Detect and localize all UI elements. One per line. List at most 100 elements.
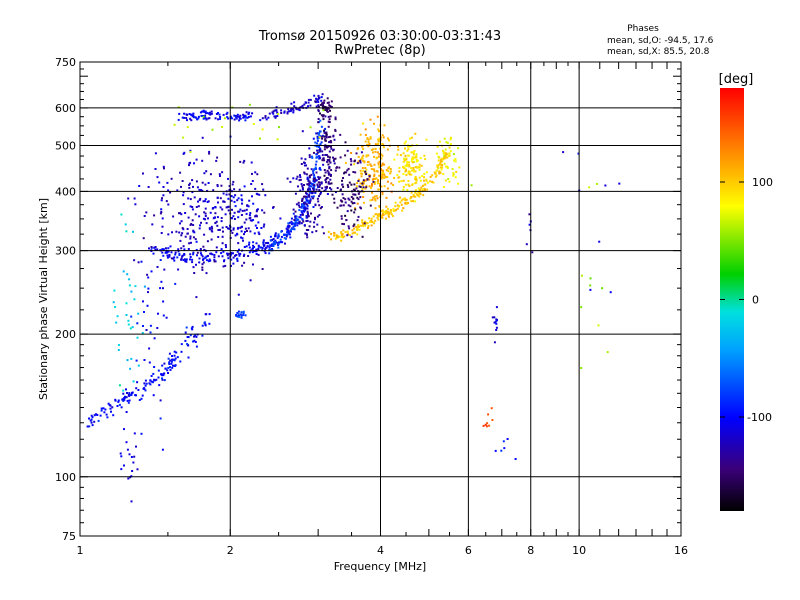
data-point bbox=[204, 218, 207, 221]
data-point bbox=[317, 105, 320, 108]
data-point bbox=[381, 212, 384, 215]
data-point bbox=[264, 194, 267, 197]
data-point bbox=[314, 141, 317, 144]
data-point bbox=[315, 97, 317, 100]
data-point bbox=[328, 141, 331, 144]
data-point bbox=[301, 185, 304, 188]
data-point bbox=[199, 248, 202, 250]
data-point bbox=[210, 238, 213, 241]
data-point bbox=[353, 202, 356, 204]
data-point bbox=[440, 158, 443, 161]
data-point bbox=[381, 143, 384, 145]
data-point bbox=[373, 173, 376, 176]
x-tick-label: 4 bbox=[377, 544, 384, 557]
data-point bbox=[330, 232, 333, 235]
data-point bbox=[225, 226, 228, 228]
data-point bbox=[90, 418, 93, 421]
data-point bbox=[329, 115, 332, 118]
data-point bbox=[423, 179, 425, 182]
data-point bbox=[366, 161, 369, 164]
data-point bbox=[344, 201, 347, 204]
data-point bbox=[353, 189, 356, 192]
data-point bbox=[323, 169, 326, 171]
data-point bbox=[167, 357, 170, 360]
data-point bbox=[295, 177, 298, 180]
data-point bbox=[210, 110, 213, 113]
data-point bbox=[247, 113, 250, 115]
data-point bbox=[326, 169, 329, 172]
data-point bbox=[373, 182, 376, 185]
data-point bbox=[274, 116, 277, 119]
data-point bbox=[308, 225, 311, 228]
data-point bbox=[161, 364, 164, 367]
data-point bbox=[189, 237, 192, 240]
data-point bbox=[308, 201, 311, 204]
data-point bbox=[449, 150, 452, 153]
data-point bbox=[271, 111, 274, 114]
data-point bbox=[362, 179, 365, 182]
data-point bbox=[262, 241, 265, 244]
data-point bbox=[398, 180, 401, 183]
data-point bbox=[184, 339, 187, 342]
data-point bbox=[287, 222, 290, 225]
data-point bbox=[194, 341, 197, 343]
data-point bbox=[122, 392, 125, 395]
data-point bbox=[377, 215, 380, 218]
data-point bbox=[251, 251, 254, 254]
data-point bbox=[170, 358, 173, 361]
data-point bbox=[348, 227, 351, 230]
data-point bbox=[163, 167, 165, 170]
data-point bbox=[577, 152, 580, 155]
data-point bbox=[371, 198, 374, 201]
data-point bbox=[312, 189, 315, 192]
data-point bbox=[248, 214, 251, 217]
data-point bbox=[415, 193, 418, 196]
data-point bbox=[296, 224, 299, 227]
data-point bbox=[407, 180, 410, 182]
data-point bbox=[385, 169, 388, 172]
data-point bbox=[202, 200, 205, 203]
x-tick-labels: 1 2 4 6 8 10 16 bbox=[77, 544, 689, 557]
data-point bbox=[146, 304, 149, 307]
data-point bbox=[130, 456, 133, 458]
data-point bbox=[408, 161, 410, 164]
data-point bbox=[196, 118, 199, 121]
data-point bbox=[215, 246, 218, 249]
data-point bbox=[437, 159, 440, 162]
data-point bbox=[256, 173, 259, 176]
data-point bbox=[292, 208, 295, 211]
data-point bbox=[328, 158, 331, 161]
data-point bbox=[330, 100, 333, 103]
data-point bbox=[236, 199, 239, 202]
data-point bbox=[377, 180, 380, 182]
data-point bbox=[190, 223, 193, 225]
data-point bbox=[303, 206, 306, 209]
data-point bbox=[316, 135, 319, 138]
data-point bbox=[126, 273, 129, 276]
data-point bbox=[344, 231, 347, 234]
data-point bbox=[315, 132, 318, 135]
data-point bbox=[291, 222, 294, 225]
data-point bbox=[147, 276, 150, 279]
data-point bbox=[141, 394, 144, 397]
data-point bbox=[191, 206, 194, 208]
data-point bbox=[177, 268, 180, 271]
data-point bbox=[163, 362, 166, 365]
data-point bbox=[328, 167, 331, 170]
data-point bbox=[347, 233, 350, 235]
data-point bbox=[231, 183, 234, 186]
data-point bbox=[176, 356, 179, 359]
data-point bbox=[265, 242, 268, 244]
data-point bbox=[274, 235, 276, 238]
data-point bbox=[189, 198, 192, 201]
data-point bbox=[350, 152, 353, 154]
data-point bbox=[211, 230, 214, 233]
data-point bbox=[408, 145, 411, 148]
data-point bbox=[321, 137, 324, 140]
data-point bbox=[362, 201, 365, 204]
data-point bbox=[341, 235, 344, 238]
data-point bbox=[419, 179, 422, 182]
data-point bbox=[189, 334, 192, 337]
data-point bbox=[330, 188, 333, 191]
data-point bbox=[288, 110, 291, 113]
